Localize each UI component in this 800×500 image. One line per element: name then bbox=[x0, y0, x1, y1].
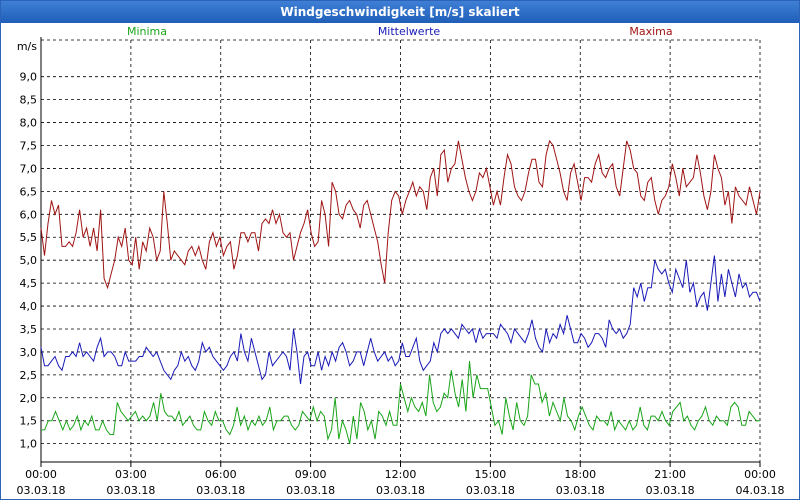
y-axis-label: m/s bbox=[17, 40, 37, 53]
x-tick-time: 00:00 bbox=[25, 468, 57, 481]
y-tick-label: 3,5 bbox=[20, 323, 38, 336]
x-tick-time: 18:00 bbox=[564, 468, 596, 481]
grid bbox=[41, 39, 761, 462]
y-tick-label: 8,0 bbox=[20, 117, 38, 130]
y-tick-label: 1,0 bbox=[20, 438, 38, 451]
x-tick-date: 03.03.18 bbox=[556, 484, 605, 497]
series-line-maxima bbox=[40, 139, 761, 290]
y-tick-label: 4,0 bbox=[20, 300, 38, 313]
x-tick-date: 04.03.18 bbox=[736, 484, 785, 497]
y-tick-label: 2,5 bbox=[20, 369, 38, 382]
series-lines bbox=[40, 139, 761, 444]
x-tick-date: 03.03.18 bbox=[17, 484, 66, 497]
y-tick-label: 4,5 bbox=[20, 277, 38, 290]
y-tick-label: 3,0 bbox=[20, 346, 38, 359]
legend: Minima Mittelwerte Maxima bbox=[127, 25, 673, 38]
y-tick-label: 7,5 bbox=[20, 140, 38, 153]
x-tick-time: 00:00 bbox=[744, 468, 776, 481]
x-tick-time: 09:00 bbox=[295, 468, 327, 481]
y-tick-label: 1,5 bbox=[20, 415, 38, 428]
legend-maxima: Maxima bbox=[629, 25, 672, 38]
y-tick-label: 7,0 bbox=[20, 162, 38, 175]
legend-minima: Minima bbox=[127, 25, 167, 38]
x-tick-date: 03.03.18 bbox=[286, 484, 335, 497]
x-tick-time: 12:00 bbox=[385, 468, 417, 481]
x-tick-date: 03.03.18 bbox=[646, 484, 695, 497]
y-tick-label: 6,0 bbox=[20, 208, 38, 221]
x-tick-date: 03.03.18 bbox=[106, 484, 155, 497]
x-tick-date: 03.03.18 bbox=[196, 484, 245, 497]
chart-title: Windgeschwindigkeit [m/s] skaliert bbox=[1, 1, 799, 23]
series-line-mittelwerte bbox=[40, 255, 761, 385]
x-tick-time: 06:00 bbox=[205, 468, 237, 481]
legend-mittelwerte: Mittelwerte bbox=[378, 25, 441, 38]
y-tick-label: 2,0 bbox=[20, 392, 38, 405]
axes: 1,0 1,5 2,0 2,5 3,0 3,5 4,0 4,5 5,0 5,5 6,0 6,5 7,0 7… bbox=[17, 37, 785, 497]
x-tick-date: 03.03.18 bbox=[466, 484, 515, 497]
x-tick-time: 03:00 bbox=[115, 468, 147, 481]
series-line-minima bbox=[41, 361, 760, 444]
y-tick-label: 5,0 bbox=[20, 254, 38, 267]
y-tick-label: 6,5 bbox=[20, 185, 38, 198]
y-tick-label: 9,0 bbox=[20, 71, 38, 84]
y-tick-label: 8,5 bbox=[20, 94, 38, 107]
x-tick-time: 21:00 bbox=[654, 468, 686, 481]
y-tick-label: 5,5 bbox=[20, 231, 38, 244]
x-tick-time: 15:00 bbox=[475, 468, 507, 481]
x-tick-date: 03.03.18 bbox=[376, 484, 425, 497]
